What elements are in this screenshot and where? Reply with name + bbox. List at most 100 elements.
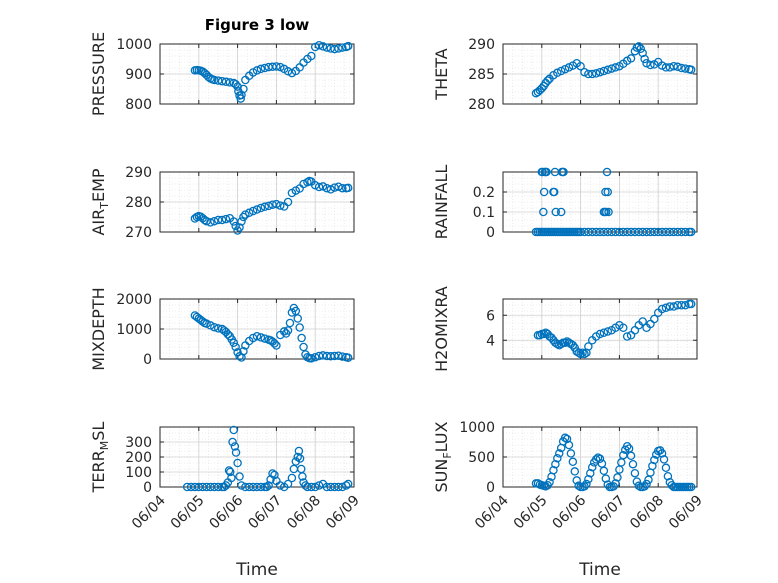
data-point bbox=[276, 201, 285, 210]
data-point bbox=[673, 62, 682, 72]
data-point bbox=[264, 201, 273, 211]
data-point bbox=[248, 206, 258, 216]
data-point bbox=[669, 61, 678, 71]
data-point bbox=[630, 468, 640, 478]
y-tick-label: 900 bbox=[125, 67, 152, 83]
data-point bbox=[564, 63, 574, 72]
data-point bbox=[217, 76, 227, 86]
data-point bbox=[268, 200, 277, 209]
data-point bbox=[244, 208, 254, 218]
data-point bbox=[591, 455, 601, 464]
data-point bbox=[256, 64, 266, 74]
data-point bbox=[559, 167, 568, 177]
data-point bbox=[640, 482, 649, 491]
data-point bbox=[642, 479, 651, 489]
data-point bbox=[626, 54, 636, 63]
data-point bbox=[537, 84, 547, 93]
x-tick-label: 06/09 bbox=[666, 493, 706, 533]
data-point bbox=[283, 326, 293, 335]
y-tick-label: 1000 bbox=[116, 37, 152, 53]
data-point bbox=[260, 334, 270, 343]
data-point bbox=[270, 470, 279, 480]
data-point bbox=[343, 353, 353, 363]
data-point bbox=[632, 43, 642, 52]
data-point bbox=[634, 481, 644, 491]
data-point bbox=[551, 207, 561, 217]
data-point bbox=[334, 44, 343, 53]
data-point bbox=[686, 227, 696, 237]
data-point bbox=[560, 433, 570, 443]
data-point bbox=[326, 185, 335, 194]
data-point bbox=[636, 44, 645, 54]
y-tick-label: 290 bbox=[468, 37, 495, 53]
x-tick-label: 06/08 bbox=[627, 493, 667, 533]
series-markers bbox=[190, 176, 353, 235]
data-point bbox=[657, 449, 667, 458]
data-point bbox=[661, 463, 671, 473]
data-point bbox=[591, 69, 601, 78]
data-point bbox=[593, 453, 603, 462]
data-point bbox=[293, 314, 302, 323]
data-point bbox=[601, 187, 610, 197]
data-point bbox=[677, 63, 686, 73]
data-point bbox=[318, 42, 328, 51]
data-point bbox=[225, 467, 235, 477]
data-point bbox=[667, 480, 677, 490]
data-point bbox=[626, 451, 636, 461]
y-tick-label: 280 bbox=[125, 195, 152, 211]
data-point bbox=[310, 352, 320, 362]
x-tick-label: 06/07 bbox=[245, 493, 285, 533]
data-point bbox=[272, 341, 281, 350]
data-point bbox=[549, 465, 558, 475]
data-point bbox=[210, 322, 219, 332]
data-point bbox=[343, 183, 353, 193]
data-point bbox=[338, 43, 347, 52]
y-tick-label: 280 bbox=[468, 97, 495, 113]
data-point bbox=[334, 351, 343, 360]
data-point bbox=[602, 167, 612, 177]
y-axis-label: MIXDEPTH bbox=[89, 287, 108, 370]
y-axis-label: TERRMSL bbox=[89, 422, 111, 494]
data-point bbox=[686, 482, 696, 492]
data-point bbox=[256, 333, 266, 342]
data-point bbox=[237, 90, 246, 100]
data-point bbox=[252, 66, 262, 75]
data-point bbox=[603, 187, 613, 197]
x-tick-label: 06/07 bbox=[588, 493, 628, 533]
data-point bbox=[235, 223, 244, 232]
data-point bbox=[611, 63, 620, 72]
data-point bbox=[287, 308, 297, 317]
data-point bbox=[301, 481, 310, 490]
y-tick-label: 2000 bbox=[116, 292, 152, 308]
data-point bbox=[681, 300, 690, 310]
data-point bbox=[298, 472, 307, 481]
data-point bbox=[239, 84, 248, 94]
y-tick-label: 100 bbox=[125, 465, 152, 481]
data-point bbox=[556, 66, 566, 76]
x-tick-label: 06/09 bbox=[323, 493, 363, 533]
y-axis-label: AIRTEMP bbox=[89, 168, 111, 235]
data-point bbox=[582, 479, 591, 489]
data-point bbox=[213, 215, 223, 225]
data-point bbox=[314, 40, 324, 50]
data-point bbox=[334, 482, 343, 492]
x-tick-label: 06/04 bbox=[472, 492, 512, 532]
data-point bbox=[553, 453, 562, 463]
data-point bbox=[607, 64, 616, 73]
data-point bbox=[613, 473, 622, 482]
x-tick-label: 06/04 bbox=[129, 492, 169, 532]
data-point bbox=[318, 182, 328, 191]
data-point bbox=[276, 62, 285, 72]
data-point bbox=[659, 455, 669, 464]
subplot-6: 4 6 H2OMIXRA bbox=[432, 286, 698, 372]
data-point bbox=[665, 302, 675, 311]
y-tick-label: 0 bbox=[486, 480, 495, 496]
y-tick-label: 4 bbox=[486, 333, 495, 349]
data-point bbox=[555, 449, 564, 458]
data-point bbox=[570, 467, 580, 476]
data-point bbox=[611, 479, 620, 488]
data-point bbox=[338, 352, 347, 361]
data-point bbox=[260, 63, 270, 73]
